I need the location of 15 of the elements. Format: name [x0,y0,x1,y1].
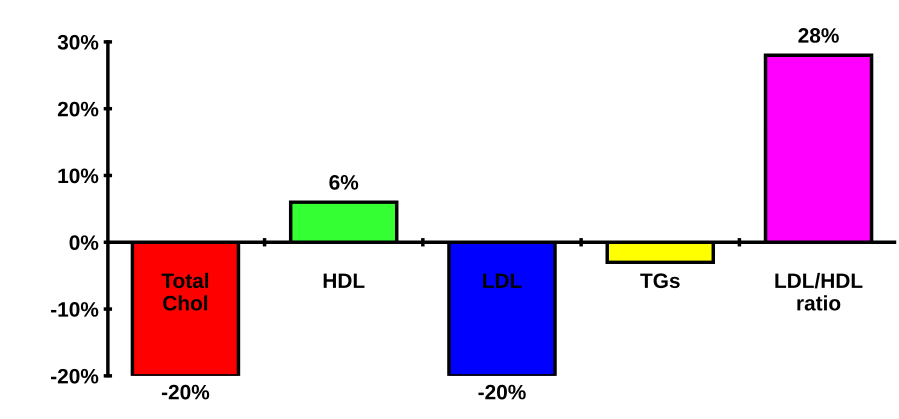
x-tick-label: HDL [324,274,364,288]
y-tick-label: 30% [58,34,98,50]
data-label: 28% [798,28,839,43]
y-tick-label: 0% [70,235,98,250]
y-tick-label: 10% [58,168,98,184]
data-label: -20% [478,384,526,400]
x-tick-label: TGs [640,273,680,288]
y-tick-label: -20% [51,368,98,384]
data-label: -20% [162,384,210,400]
x-tick-label: LDL/HDL ratio [775,272,862,311]
y-tick-label: 20% [58,102,98,116]
x-tick-label: LDL [483,274,522,288]
x-tick-label: Total Chol [162,272,208,311]
y-tick-label: -10% [51,302,98,317]
data-label: 6% [329,174,358,190]
